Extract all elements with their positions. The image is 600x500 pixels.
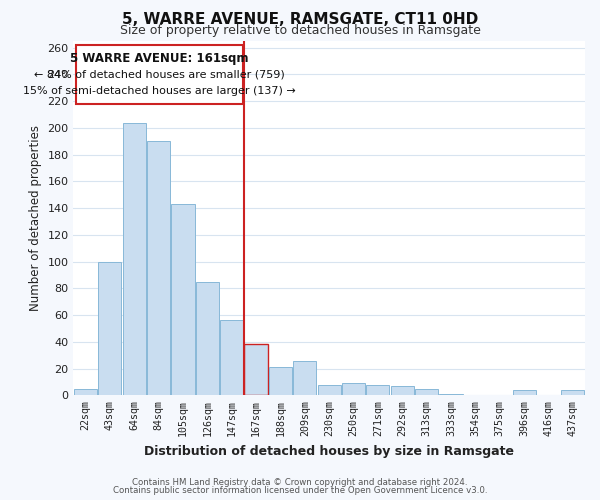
Bar — [98, 262, 121, 396]
Bar — [317, 384, 341, 396]
Bar — [196, 282, 219, 396]
Text: 5 WARRE AVENUE: 161sqm: 5 WARRE AVENUE: 161sqm — [70, 52, 248, 64]
X-axis label: Distribution of detached houses by size in Ramsgate: Distribution of detached houses by size … — [144, 444, 514, 458]
Text: Size of property relative to detached houses in Ramsgate: Size of property relative to detached ho… — [119, 24, 481, 37]
Y-axis label: Number of detached properties: Number of detached properties — [29, 125, 41, 311]
Bar — [293, 360, 316, 396]
Bar — [76, 45, 242, 104]
Bar — [172, 204, 194, 396]
Bar — [147, 142, 170, 396]
Text: Contains HM Land Registry data © Crown copyright and database right 2024.: Contains HM Land Registry data © Crown c… — [132, 478, 468, 487]
Bar — [122, 122, 146, 396]
Text: Contains public sector information licensed under the Open Government Licence v3: Contains public sector information licen… — [113, 486, 487, 495]
Text: 15% of semi-detached houses are larger (137) →: 15% of semi-detached houses are larger (… — [23, 86, 296, 97]
Bar — [74, 388, 97, 396]
Bar — [391, 386, 414, 396]
Bar — [220, 320, 243, 396]
Bar — [512, 390, 536, 396]
Bar — [415, 388, 438, 396]
Bar — [561, 390, 584, 396]
Bar — [367, 384, 389, 396]
Bar — [269, 367, 292, 396]
Text: ← 84% of detached houses are smaller (759): ← 84% of detached houses are smaller (75… — [34, 69, 284, 79]
Bar — [244, 344, 268, 396]
Text: 5, WARRE AVENUE, RAMSGATE, CT11 0HD: 5, WARRE AVENUE, RAMSGATE, CT11 0HD — [122, 12, 478, 28]
Bar — [342, 384, 365, 396]
Bar — [439, 394, 463, 396]
